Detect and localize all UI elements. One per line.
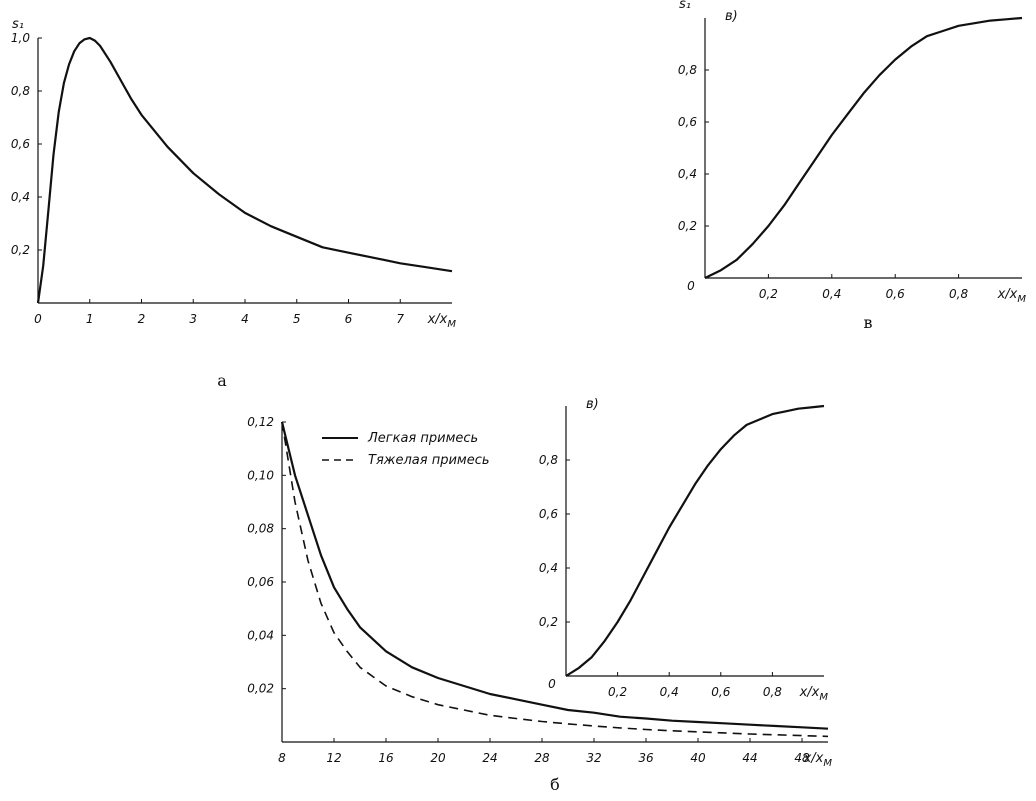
x-tick-label: 44 bbox=[742, 751, 757, 765]
x-axis-label-sub: М bbox=[823, 758, 832, 769]
x-axis-label: x/xМ bbox=[427, 312, 457, 330]
panel-caption: в bbox=[863, 313, 872, 332]
series-line-1 bbox=[281, 421, 829, 738]
y-tick-label: 0,4 bbox=[678, 167, 697, 181]
y-tick-label: 0,02 bbox=[247, 682, 274, 696]
y-tick-label: 0,8 bbox=[539, 453, 558, 467]
x-tick-label: 1 bbox=[86, 312, 94, 326]
y-tick-label: 0,6 bbox=[539, 507, 558, 521]
x-tick-label: 0,2 bbox=[608, 685, 627, 699]
origin-label: 0 bbox=[687, 279, 695, 293]
y-tick-label: 1,0 bbox=[11, 31, 30, 45]
x-tick-label: 8 bbox=[278, 751, 286, 765]
x-tick-label: 0 bbox=[34, 312, 42, 326]
x-tick-label: 3 bbox=[189, 312, 197, 326]
x-tick-label: 0,8 bbox=[949, 287, 968, 301]
x-tick-label: 48 bbox=[794, 751, 810, 765]
y-tick-label: 0,2 bbox=[678, 219, 697, 233]
chart-panel-b: 8 12 16 20 24 28 32 36 40 44 48 0,02 0,04 0,06 0,08 0,1… bbox=[247, 415, 832, 794]
x-axis-label: x/xМ bbox=[997, 287, 1027, 305]
series-line-0 bbox=[36, 36, 453, 304]
x-tick-label: 2 bbox=[138, 312, 146, 326]
x-tick-label: 0,6 bbox=[711, 685, 730, 699]
x-axis-label-main: x/x bbox=[997, 287, 1018, 302]
series-line-0 bbox=[565, 404, 825, 677]
x-axis-label-sub: М bbox=[447, 319, 456, 330]
x-axis-label-main: x/x bbox=[799, 685, 820, 700]
y-tick-label: 0,4 bbox=[539, 561, 558, 575]
y-tick-label: 0,8 bbox=[11, 84, 30, 98]
y-tick-label: 0,8 bbox=[678, 63, 697, 77]
x-axis-label-main: x/x bbox=[427, 312, 448, 327]
x-tick-label: 0,6 bbox=[886, 287, 905, 301]
y-tick-label: 0,6 bbox=[11, 137, 30, 151]
inner-panel-label: в) bbox=[725, 9, 738, 24]
x-tick-label: 16 bbox=[378, 751, 394, 765]
y-tick-label: 0,12 bbox=[247, 415, 274, 429]
origin-label: 0 bbox=[548, 677, 556, 691]
y-axis-label: s₁ bbox=[679, 0, 691, 12]
inner-panel-label: в) bbox=[586, 397, 599, 412]
x-axis-label: x/xМ bbox=[803, 751, 833, 769]
x-tick-label: 40 bbox=[690, 751, 706, 765]
x-axis-label-sub: М bbox=[819, 692, 828, 703]
y-tick-label: 0,6 bbox=[678, 115, 697, 129]
x-tick-label: 0,2 bbox=[759, 287, 778, 301]
y-tick-label: 0,08 bbox=[247, 522, 274, 536]
y-tick-label: 0,4 bbox=[11, 190, 30, 204]
x-tick-label: 24 bbox=[482, 751, 497, 765]
legend-label: Легкая примесь bbox=[367, 431, 478, 446]
x-tick-label: 4 bbox=[241, 312, 249, 326]
series-line-0 bbox=[280, 421, 829, 730]
x-tick-label: 0,8 bbox=[763, 685, 782, 699]
y-tick-label: 0,2 bbox=[11, 243, 30, 257]
x-tick-label: 0,4 bbox=[660, 685, 679, 699]
y-tick-label: 0,10 bbox=[247, 468, 274, 482]
x-tick-label: 7 bbox=[396, 312, 404, 326]
y-axis-label: s₁ bbox=[12, 17, 24, 32]
y-tick-label: 0,04 bbox=[247, 628, 274, 642]
x-axis-label: x/xМ bbox=[799, 685, 829, 703]
x-tick-label: 28 bbox=[534, 751, 550, 765]
x-axis-label-main: x/x bbox=[803, 751, 824, 766]
y-tick-label: 0,06 bbox=[247, 575, 274, 589]
panel-caption: а bbox=[217, 371, 227, 390]
panel-caption: б bbox=[550, 775, 560, 794]
x-tick-label: 12 bbox=[326, 751, 341, 765]
chart-panel-b-inset: 0,2 0,4 0,6 0,80,20,40,60,80x/xМв) bbox=[539, 397, 828, 703]
y-tick-label: 0,2 bbox=[539, 615, 558, 629]
legend-label: Тяжелая примесь bbox=[368, 453, 490, 468]
x-tick-label: 36 bbox=[638, 751, 654, 765]
x-tick-label: 32 bbox=[586, 751, 601, 765]
x-tick-label: 0,4 bbox=[822, 287, 841, 301]
x-tick-label: 5 bbox=[293, 312, 301, 326]
x-axis-label-sub: М bbox=[1017, 294, 1026, 305]
series-line-0 bbox=[704, 16, 1023, 279]
x-tick-label: 6 bbox=[345, 312, 353, 326]
x-tick-label: 20 bbox=[430, 751, 446, 765]
